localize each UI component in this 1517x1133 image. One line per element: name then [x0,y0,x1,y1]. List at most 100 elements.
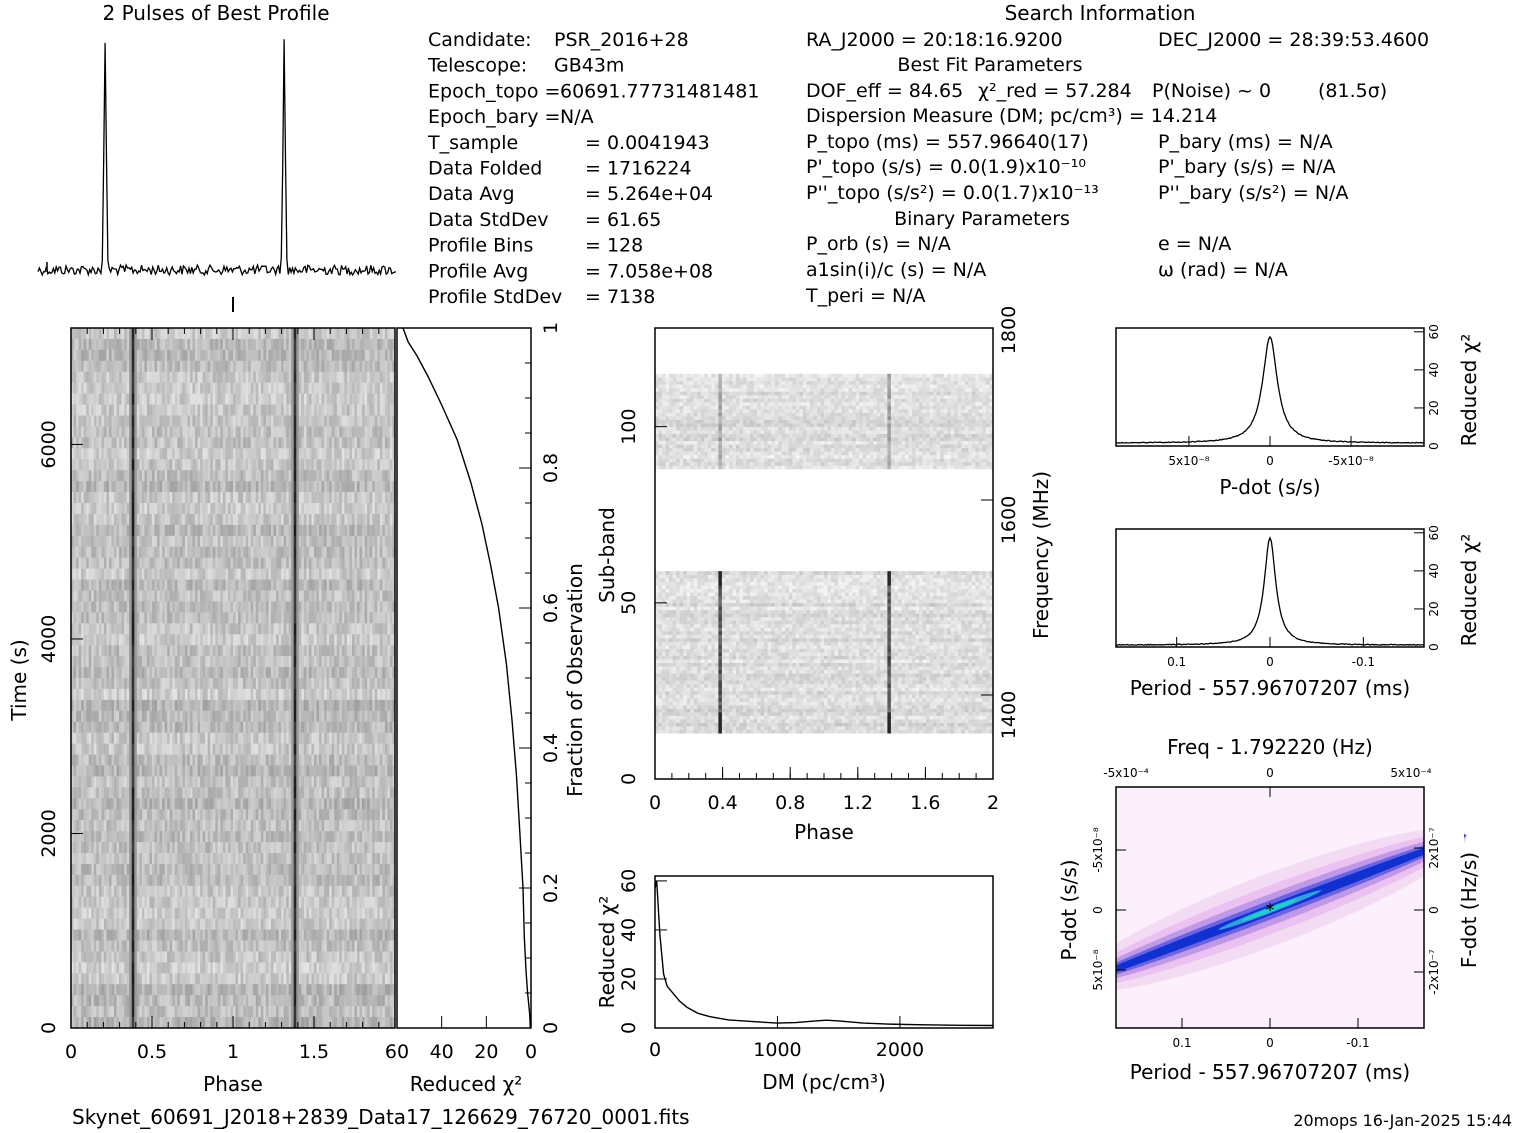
heat-cell [157,579,160,591]
heat-cell [245,360,249,373]
heat-cell [108,634,112,646]
heat-cell [362,710,366,723]
heat-cell [235,360,239,373]
heat-cell [354,503,358,515]
heat-cell [245,546,249,559]
heat-cell [121,404,125,416]
heat-cell [384,382,388,395]
heat-cell [144,710,148,723]
heat-cell [250,448,254,460]
heat-cell [111,699,115,712]
heat-cell [222,656,226,668]
heat-cell [301,612,305,624]
heat-cell [389,415,393,427]
heat-cell [111,678,115,690]
heat-cell [278,710,282,723]
profile-title: 2 Pulses of Best Profile [103,1,330,25]
heat-cell [349,448,353,460]
heat-cell [202,732,206,745]
heat-cell [243,415,247,427]
heat-cell [270,743,274,755]
heat-cell [372,612,376,624]
heat-cell [374,382,378,395]
heat-cell [240,513,244,526]
heat-cell [172,590,176,602]
heat-cell [222,699,226,712]
heat-cell [344,426,348,438]
heat-cell [139,535,143,548]
heat-cell [341,360,345,373]
heat-cell [78,590,82,602]
heat-cell [265,634,269,646]
heat-cell [172,328,176,340]
heat-cell [187,393,191,405]
heat-cell [167,470,171,482]
heat-cell [354,579,358,591]
heat-cell [91,492,95,504]
heat-cell [308,513,312,526]
heat-cell [210,656,214,668]
heat-cell [114,360,117,373]
heat-cell [184,437,188,449]
heat-cell [238,492,241,504]
heat-cell [233,492,236,504]
heat-cell [351,546,355,559]
heat-cell [293,623,297,635]
heat-cell [250,743,254,755]
heat-cell [197,732,201,745]
heat-cell [351,404,355,416]
heat-cell [141,448,145,460]
heat-cell [326,590,330,602]
heat-cell [260,338,264,351]
heat-cell [88,601,92,613]
heat-cell [369,579,373,591]
heat-cell [83,437,87,449]
heat-cell [379,360,383,373]
heat-cell [357,426,360,438]
heat-cell [382,634,386,646]
heat-cell [362,349,366,362]
heat-cell [192,524,196,537]
heat-cell [293,568,297,580]
heat-cell [233,393,236,405]
heat-cell [357,513,360,526]
heat-cell [225,710,229,723]
heat-cell [291,645,295,657]
heat-cell [197,382,201,395]
heat-cell [98,437,102,449]
heat-cell [119,481,123,493]
heat-cell [314,557,317,570]
heat-cell [179,415,183,427]
heat-cell [108,349,112,362]
heat-cell [124,415,128,427]
heat-cell [126,721,130,734]
heat-cell [324,656,328,668]
heat-cell [200,426,204,438]
heat-cell [162,601,166,613]
heat-cell [86,360,90,373]
heat-cell [286,568,290,580]
heat-cell [83,503,87,515]
heat-cell [270,393,274,405]
heat-cell [238,524,241,537]
heat-cell [124,688,128,701]
heat-cell [288,338,292,351]
heat-cell [184,634,188,646]
heat-cell [379,601,383,613]
heat-cell [215,426,219,438]
heat-cell [88,546,92,559]
heat-cell [189,688,193,701]
heat-cell [384,535,388,548]
heat-cell [187,470,191,482]
heat-cell [372,393,376,405]
heat-cell [182,623,186,635]
heat-cell [336,710,340,723]
heat-cell [205,437,209,449]
heat-cell [326,426,330,438]
heat-cell [81,481,85,493]
heat-cell [220,503,224,515]
heat-cell [273,656,277,668]
heat-cell [98,645,102,657]
heat-cell [324,492,328,504]
